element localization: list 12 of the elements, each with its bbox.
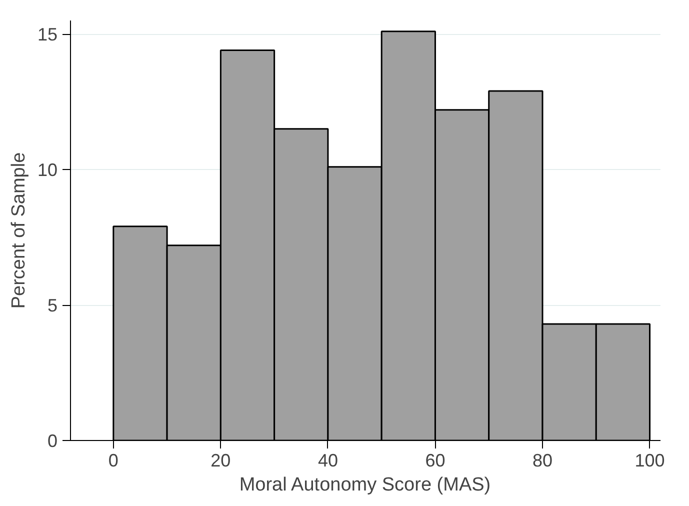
x-tick-label: 40 bbox=[318, 450, 338, 470]
x-axis-title: Moral Autonomy Score (MAS) bbox=[239, 474, 491, 496]
x-tick-label: 80 bbox=[532, 450, 553, 470]
y-tick-label: 10 bbox=[37, 160, 58, 180]
x-tick-label: 100 bbox=[634, 450, 665, 470]
y-tick-label: 15 bbox=[37, 24, 58, 45]
x-tick-label: 60 bbox=[425, 450, 446, 470]
y-tick-label: 5 bbox=[47, 296, 58, 316]
x-tick-label: 0 bbox=[108, 450, 118, 470]
y-tick-label: 0 bbox=[47, 431, 58, 451]
x-tick-label: 20 bbox=[210, 450, 231, 470]
y-axis-title: Percent of Sample bbox=[8, 152, 30, 309]
